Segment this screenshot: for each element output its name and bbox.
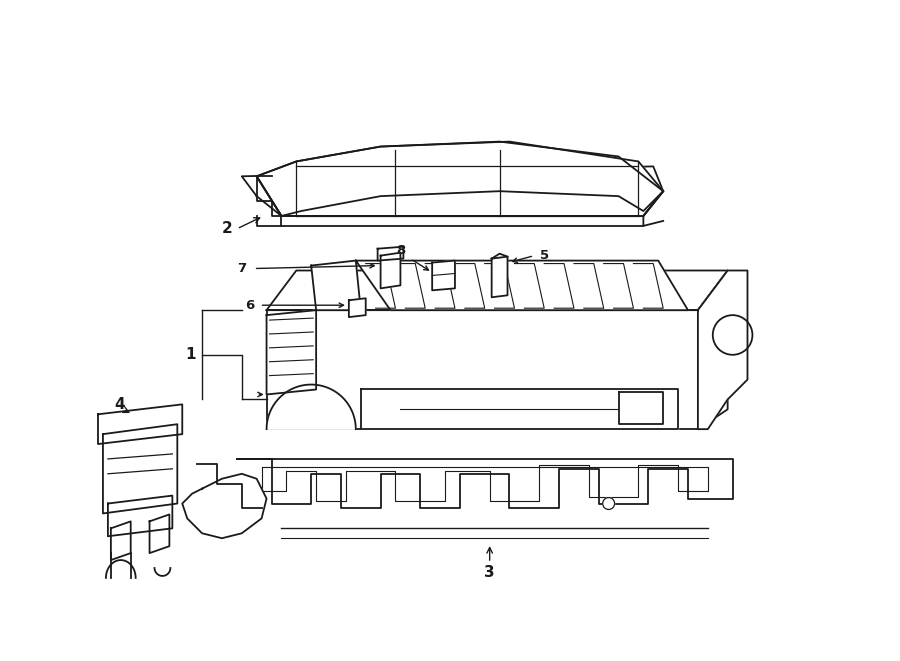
- Text: 8: 8: [396, 244, 405, 257]
- Polygon shape: [618, 393, 663, 424]
- Text: 5: 5: [540, 249, 549, 262]
- Polygon shape: [356, 260, 688, 310]
- Text: 4: 4: [114, 397, 125, 412]
- Text: 3: 3: [484, 565, 495, 580]
- Polygon shape: [266, 310, 698, 429]
- Polygon shape: [361, 389, 678, 429]
- Polygon shape: [266, 310, 316, 395]
- Circle shape: [603, 498, 615, 510]
- Polygon shape: [149, 514, 169, 553]
- Text: 6: 6: [245, 299, 255, 312]
- Polygon shape: [266, 385, 356, 429]
- Polygon shape: [242, 167, 663, 216]
- Polygon shape: [111, 522, 130, 560]
- Polygon shape: [432, 260, 455, 290]
- Polygon shape: [108, 496, 173, 536]
- Polygon shape: [698, 270, 748, 429]
- Polygon shape: [98, 405, 183, 444]
- Polygon shape: [491, 256, 508, 297]
- Polygon shape: [256, 141, 663, 216]
- Polygon shape: [378, 247, 403, 260]
- Circle shape: [713, 315, 752, 355]
- Text: 2: 2: [221, 221, 232, 237]
- Polygon shape: [266, 270, 727, 310]
- Polygon shape: [698, 270, 727, 429]
- Polygon shape: [349, 298, 365, 317]
- Polygon shape: [103, 424, 177, 514]
- Polygon shape: [183, 474, 266, 538]
- Polygon shape: [237, 459, 733, 508]
- Polygon shape: [256, 141, 663, 216]
- Text: 7: 7: [238, 262, 247, 275]
- Polygon shape: [381, 253, 400, 288]
- Text: 1: 1: [185, 347, 195, 362]
- Polygon shape: [311, 260, 361, 310]
